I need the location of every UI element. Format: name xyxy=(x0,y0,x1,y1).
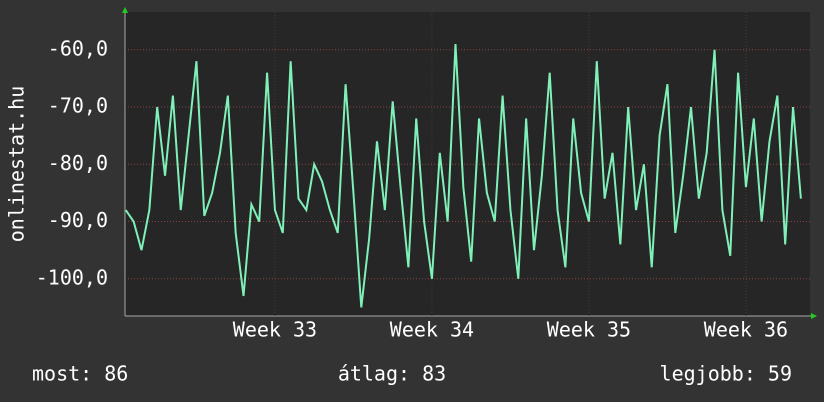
y-tick-label: -60,0 xyxy=(48,36,108,60)
y-tick-label: -90,0 xyxy=(48,208,108,232)
y-tick-label: -80,0 xyxy=(48,151,108,175)
y-tick-label: -70,0 xyxy=(48,94,108,118)
axis-arrow xyxy=(811,313,817,319)
x-tick-label: Week 36 xyxy=(704,318,788,342)
data-line xyxy=(124,44,802,308)
footer-stat: legjobb: 59 xyxy=(660,362,792,386)
axis-arrow xyxy=(122,7,128,13)
footer-stat: átlag: 83 xyxy=(338,362,446,386)
y-tick-label: -100,0 xyxy=(36,265,108,289)
x-tick-label: Week 33 xyxy=(233,318,317,342)
y-axis-label: onlinestat.hu xyxy=(5,86,29,243)
x-tick-label: Week 34 xyxy=(390,318,474,342)
x-tick-label: Week 35 xyxy=(547,318,631,342)
footer-stat: most: 86 xyxy=(32,362,128,386)
